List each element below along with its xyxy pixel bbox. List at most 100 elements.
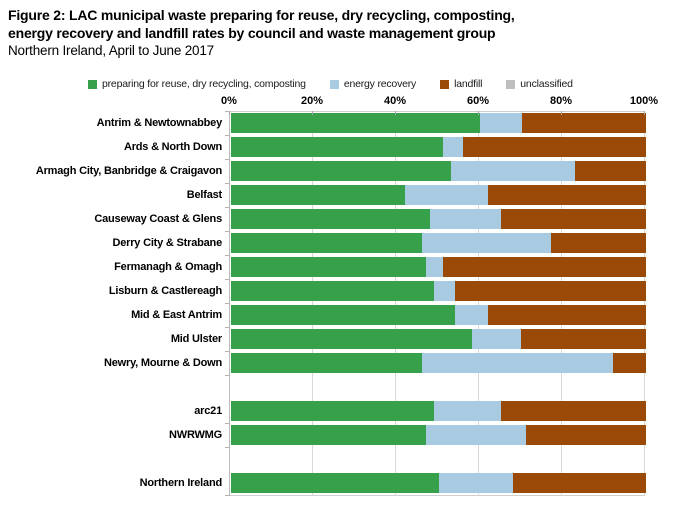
category-axis-tick [225, 207, 230, 208]
bar-row: Armagh City, Banbridge & Craigavon [0, 159, 691, 183]
x-axis-tick-label: 60% [466, 95, 490, 107]
category-axis-tick [225, 495, 230, 496]
category-label: Northern Ireland [139, 477, 223, 489]
category-axis-tick [225, 423, 230, 424]
bar-row: Belfast [0, 183, 691, 207]
x-axis-tick-label: 20% [300, 95, 324, 107]
category-axis-tick [225, 231, 230, 232]
category-axis-tick [225, 279, 230, 280]
bar-segment-landfill [488, 185, 646, 205]
bar-segment-landfill [575, 161, 646, 181]
bar-segment-landfill [525, 425, 646, 445]
category-axis-tick [225, 351, 230, 352]
stacked-bar [231, 329, 646, 349]
bar-segment-recycling [231, 161, 451, 181]
bar-segment-energy [421, 233, 551, 253]
stacked-bar [231, 257, 646, 277]
bar-row: Mid & East Antrim [0, 303, 691, 327]
bar-segment-energy [438, 473, 514, 493]
bar-segment-landfill [455, 281, 646, 301]
category-axis-tick [225, 327, 230, 328]
x-axis-tick-label: 40% [383, 95, 407, 107]
figure-subtitle: Northern Ireland, April to June 2017 [8, 43, 214, 58]
bar-row: Ards & North Down [0, 135, 691, 159]
stacked-bar [231, 137, 646, 157]
category-axis-tick [225, 447, 230, 448]
bar-row: Derry City & Strabane [0, 231, 691, 255]
stacked-bar [231, 425, 646, 445]
bar-segment-energy [430, 209, 501, 229]
bar-segment-landfill [463, 137, 646, 157]
bar-row: Antrim & Newtownabbey [0, 111, 691, 135]
bar-segment-recycling [231, 305, 456, 325]
category-axis-tick [225, 159, 230, 160]
legend-item: unclassified [506, 78, 573, 90]
category-label: Newry, Mourne & Down [103, 357, 222, 369]
bar-segment-landfill [513, 473, 646, 493]
bar-row: NWRWMG [0, 423, 691, 447]
gridline [561, 111, 562, 496]
axis-top-tick [644, 111, 645, 115]
bar-segment-recycling [231, 257, 427, 277]
bar-row: Newry, Mourne & Down [0, 351, 691, 375]
legend-swatch-unclassified [506, 79, 516, 89]
row-spacer [0, 375, 691, 399]
stacked-bar [231, 281, 646, 301]
stacked-bar [231, 233, 646, 253]
bar-segment-landfill [550, 233, 646, 253]
bar-row: Causeway Coast & Glens [0, 207, 691, 231]
category-label: arc21 [194, 405, 222, 417]
bar-row: Lisburn & Castlereagh [0, 279, 691, 303]
bar-row: Fermanagh & Omagh [0, 255, 691, 279]
bar-segment-energy [442, 137, 464, 157]
bar-segment-energy [405, 185, 489, 205]
bar-segment-energy [450, 161, 576, 181]
gridline [312, 111, 313, 496]
bar-segment-landfill [612, 353, 646, 373]
bar-segment-recycling [231, 425, 427, 445]
bar-segment-landfill [500, 401, 646, 421]
category-label: Derry City & Strabane [112, 237, 222, 249]
category-axis-tick [225, 183, 230, 184]
legend-label: preparing for reuse, dry recycling, comp… [102, 78, 306, 90]
x-axis-tick-label: 0% [221, 95, 237, 107]
legend-label: landfill [454, 78, 483, 90]
category-axis-tick [225, 135, 230, 136]
category-axis-tick [225, 111, 230, 112]
gridline [478, 111, 479, 496]
bar-segment-landfill [521, 113, 646, 133]
category-label: Belfast [186, 189, 222, 201]
category-axis-tick [225, 255, 230, 256]
bar-segment-energy [421, 353, 613, 373]
gridline [644, 111, 645, 496]
plot-bottom-border [229, 495, 645, 496]
bar-segment-recycling [231, 473, 439, 493]
figure-title-line2: energy recovery and landfill rates by co… [8, 25, 496, 41]
stacked-bar [231, 401, 646, 421]
stacked-bar [231, 473, 646, 493]
x-axis-tick-label: 80% [549, 95, 573, 107]
figure-title-line1: Figure 2: LAC municipal waste preparing … [8, 7, 515, 23]
bar-segment-recycling [231, 401, 435, 421]
gridline [395, 111, 396, 496]
row-spacer [0, 447, 691, 471]
category-label: Ards & North Down [123, 141, 222, 153]
bar-segment-landfill [521, 329, 646, 349]
category-label: Mid Ulster [170, 333, 222, 345]
x-axis-tick-labels: 0% 20% 40% 60% 80% 100% [221, 94, 658, 111]
bar-segment-landfill [488, 305, 646, 325]
bar-row: arc21 [0, 399, 691, 423]
axis-top-tick [229, 111, 230, 115]
bar-segment-energy [434, 401, 501, 421]
bar-segment-energy [455, 305, 489, 325]
category-label: Fermanagh & Omagh [114, 261, 222, 273]
category-axis-tick [225, 375, 230, 376]
stacked-bar [231, 305, 646, 325]
legend-swatch-energy [329, 79, 339, 89]
bar-segment-recycling [231, 137, 443, 157]
bar-segment-recycling [231, 185, 406, 205]
stacked-bar [231, 353, 646, 373]
legend-label: unclassified [520, 78, 573, 90]
category-label: Antrim & Newtownabbey [96, 117, 223, 129]
